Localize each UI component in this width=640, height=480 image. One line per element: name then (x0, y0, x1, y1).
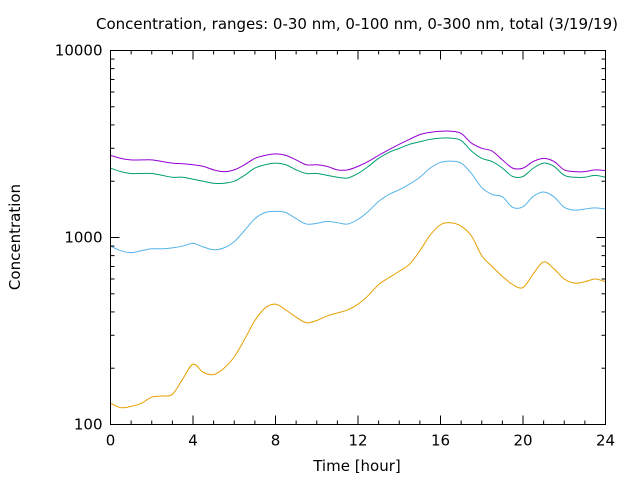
x-tick-label: 20 (513, 432, 532, 450)
series-group (110, 130, 606, 409)
x-tick-label: 16 (431, 432, 450, 450)
y-tick-label: 1000 (64, 229, 102, 247)
x-axis-title: Time [hour] (312, 457, 401, 475)
x-tick-label: 8 (271, 432, 281, 450)
series-line-2 (110, 160, 606, 254)
x-tick-label: 12 (348, 432, 367, 450)
y-axis-title: Concentration (6, 184, 24, 290)
x-tick-label: 24 (596, 432, 615, 450)
chart-title: Concentration, ranges: 0-30 nm, 0-100 nm… (96, 15, 618, 33)
series-line-4 (110, 130, 606, 173)
series-line-1 (110, 222, 606, 409)
plot-frame (110, 50, 606, 425)
x-tick-label: 4 (188, 432, 198, 450)
y-tick-label: 10000 (55, 42, 103, 60)
ticks-group: 0 4 8 12 16 20 24 100 1000 10000 (55, 42, 615, 450)
x-tick-label: 0 (106, 432, 116, 450)
y-tick-label: 100 (74, 416, 103, 434)
series-line-3 (110, 137, 606, 185)
